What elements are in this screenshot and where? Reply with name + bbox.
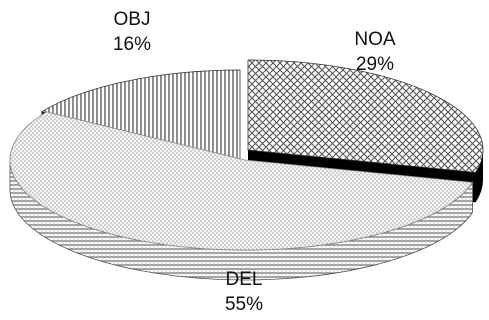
label-noa-percent: 29% bbox=[356, 54, 394, 75]
label-obj: OBJ bbox=[114, 9, 151, 30]
slice-obj-top bbox=[40, 69, 241, 161]
label-obj-percent: 16% bbox=[113, 34, 151, 55]
slice-del-top bbox=[9, 111, 474, 251]
slice-noa-top bbox=[247, 59, 484, 173]
label-del-percent: 55% bbox=[225, 294, 263, 315]
label-noa: NOA bbox=[354, 29, 396, 50]
label-del: DEL bbox=[226, 269, 263, 290]
